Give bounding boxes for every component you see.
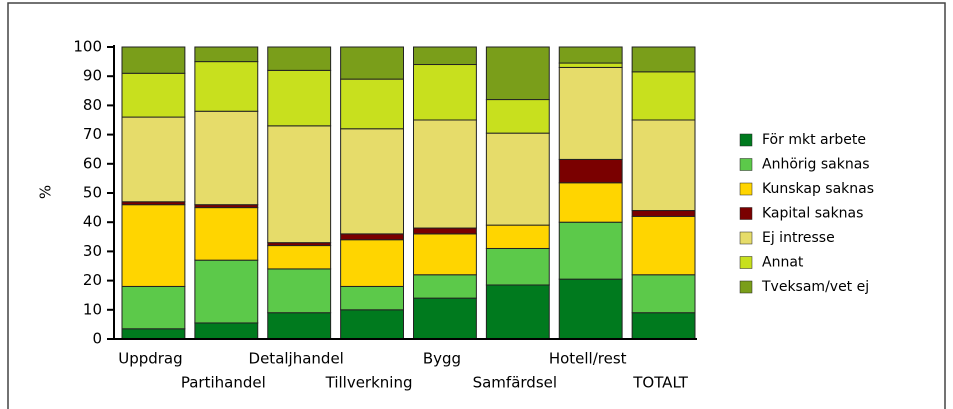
y-tick-label: 90 <box>83 67 102 85</box>
legend-label: Anhörig saknas <box>762 157 870 173</box>
bar-segment <box>340 239 404 287</box>
bar-segment <box>631 119 696 212</box>
bar-segment <box>267 312 332 340</box>
bar-segment <box>194 46 259 63</box>
bar-segment <box>267 268 332 314</box>
x-tick-label: Tillverkning <box>325 374 413 392</box>
bar-segment <box>558 62 623 68</box>
bar-segment <box>121 328 186 340</box>
x-tick-label: Bygg <box>423 350 461 368</box>
bar-segment <box>194 207 259 261</box>
bar-segment <box>485 284 550 340</box>
bar-segment <box>485 224 550 249</box>
bar-segment <box>631 46 696 73</box>
bar-segment <box>194 259 259 324</box>
bar-segment <box>413 227 477 235</box>
legend-swatch <box>739 231 753 245</box>
legend-swatch <box>739 207 753 220</box>
legend-label: Kunskap saknas <box>762 181 874 197</box>
y-tick-label: 50 <box>83 184 102 202</box>
bar-segment <box>340 309 404 340</box>
legend-label: För mkt arbete <box>762 132 866 148</box>
bar-segment <box>121 116 186 203</box>
legend-swatch <box>739 133 753 147</box>
bar-segment <box>631 210 696 217</box>
legend-label: Tveksam/vet ej <box>761 279 869 295</box>
bar-segment <box>631 274 696 314</box>
y-tick-label: 70 <box>83 125 102 143</box>
y-tick-label: 30 <box>83 242 102 260</box>
bar-segment <box>267 245 332 270</box>
legend-swatch <box>739 280 753 294</box>
legend-label: Ej intresse <box>762 230 835 246</box>
bar-segment <box>631 71 696 121</box>
x-tick-label: TOTALT <box>632 374 689 392</box>
legend-swatch <box>739 256 753 269</box>
bar-segment <box>121 204 186 287</box>
x-tick-label: Detaljhandel <box>249 350 344 368</box>
bar-segment <box>631 312 696 340</box>
bar-segment <box>121 285 186 330</box>
y-axis-label: % <box>37 185 55 199</box>
y-tick-label: 100 <box>73 38 102 56</box>
bar-segment <box>558 221 623 280</box>
bar-segment <box>121 46 186 74</box>
bar-segment <box>121 72 186 118</box>
bar-segment <box>340 78 404 130</box>
bar-segment <box>485 99 550 134</box>
bar-segment <box>413 64 477 121</box>
bar-segment <box>194 322 259 340</box>
bar-segment <box>340 233 404 241</box>
bar-segment <box>558 278 623 340</box>
bar-segment <box>631 215 696 276</box>
bar-segment <box>558 182 623 223</box>
bar-segment <box>558 158 623 184</box>
bar-segment <box>267 125 332 244</box>
y-tick-label: 10 <box>83 300 102 318</box>
bar-segment <box>413 46 477 66</box>
bar-segment <box>485 46 550 101</box>
bar-segment <box>267 46 332 71</box>
bar-segment <box>194 61 259 112</box>
y-tick-label: 80 <box>83 96 102 114</box>
x-tick-label: Partihandel <box>181 374 266 392</box>
bar-segment <box>194 110 259 206</box>
legend-swatch <box>739 182 753 196</box>
x-tick-label: Samfärdsel <box>473 374 557 392</box>
legend: För mkt arbete Anhörig saknas Kunskap sakn… <box>739 132 874 295</box>
y-tick-label: 60 <box>83 154 102 172</box>
bar-segment <box>340 128 404 235</box>
bar-segment <box>558 66 623 160</box>
bar-segment <box>413 119 477 229</box>
bar-segment <box>413 274 477 299</box>
bar-segment <box>413 233 477 276</box>
legend-label: Kapital saknas <box>762 206 863 222</box>
bar-segment <box>558 46 623 64</box>
y-tick-label: 0 <box>92 330 102 348</box>
y-tick-label: 40 <box>83 213 102 231</box>
bar-segment <box>485 132 550 226</box>
x-tick-label: Uppdrag <box>118 350 182 368</box>
bar-segment <box>413 297 477 340</box>
x-tick-label: Hotell/rest <box>549 350 627 368</box>
bar-segment <box>340 285 404 311</box>
legend-label: Annat <box>762 255 804 271</box>
bar-segment <box>485 247 550 286</box>
bar-segment <box>267 69 332 127</box>
y-tick-label: 20 <box>83 271 102 289</box>
bar-segment <box>340 46 404 80</box>
legend-swatch <box>739 158 753 171</box>
